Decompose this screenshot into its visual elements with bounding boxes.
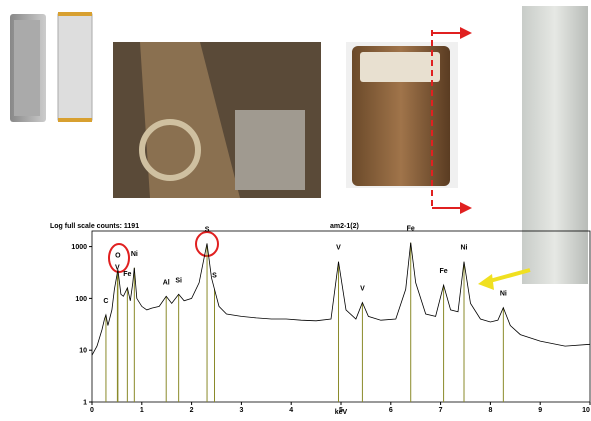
element-label: Fe (407, 226, 415, 233)
chart-title: Log full scale counts: 1191 (50, 223, 139, 230)
element-label: S (212, 272, 217, 279)
photo-core (346, 27, 472, 214)
element-label: Fe (123, 271, 131, 278)
x-tick-label: 1 (140, 407, 144, 414)
x-tick-label: 8 (488, 407, 492, 414)
element-label: V (360, 286, 365, 293)
y-tick-label: 1 (83, 400, 87, 407)
x-tick-label: 9 (538, 407, 542, 414)
chart-subtitle: am2-1(2) (330, 223, 359, 230)
x-tick-label: 0 (90, 407, 94, 414)
element-label: V (336, 245, 341, 252)
photo-filter (10, 12, 92, 122)
photo-housing (113, 42, 321, 198)
element-label: Fe (440, 268, 448, 275)
figure: Log full scale counts: 1191 am2-1(2) keV… (0, 0, 591, 416)
element-label: Ni (131, 251, 138, 258)
x-tick-label: 3 (239, 407, 243, 414)
element-label: Ni (461, 245, 468, 252)
element-label: Ni (500, 291, 507, 298)
y-tick-label: 100 (75, 296, 87, 303)
x-tick-label: 10 (582, 407, 590, 414)
photo-surface (478, 6, 588, 290)
element-label: Al (163, 279, 170, 286)
element-label: O (115, 253, 121, 260)
x-tick-label: 5 (339, 407, 343, 414)
element-label: S (205, 226, 210, 233)
x-tick-label: 6 (389, 407, 393, 414)
element-label: Si (175, 277, 182, 284)
x-tick-label: 7 (439, 407, 443, 414)
y-tick-label: 10 (79, 348, 87, 355)
y-tick-label: 1000 (71, 244, 87, 251)
x-tick-label: 2 (190, 407, 194, 414)
element-label: C (103, 298, 108, 305)
x-tick-label: 4 (289, 407, 293, 414)
